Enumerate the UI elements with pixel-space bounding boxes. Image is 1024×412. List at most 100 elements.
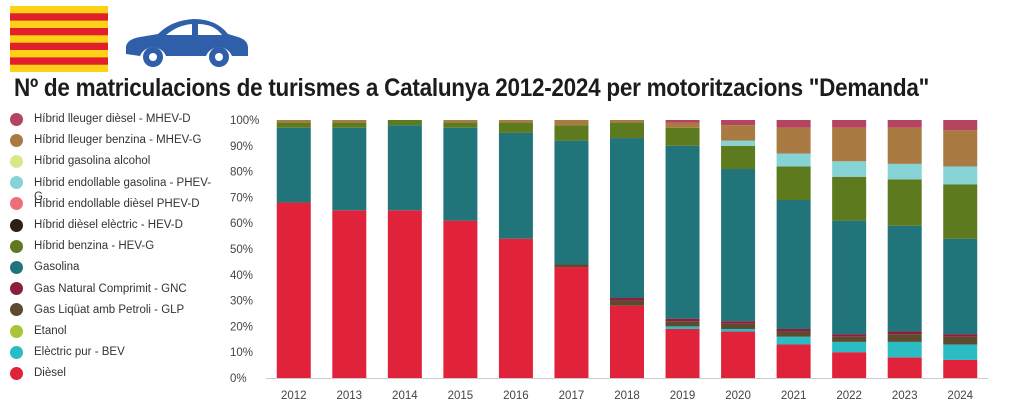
bar-segment [443, 220, 478, 378]
legend-item: Híbrid benzina - HEV-G [10, 239, 222, 253]
legend-swatch [10, 345, 23, 359]
bar-segment [887, 357, 922, 378]
x-tick-label: 2014 [392, 390, 418, 402]
flag-stripe [10, 57, 108, 65]
bar-segment [332, 127, 367, 211]
legend-item: Híbrid lleuger dièsel - MHEV-D [10, 112, 222, 126]
legend-label: Híbrid lleuger benzina - MHEV-G [34, 134, 202, 147]
legend-label: Híbrid endollable dièsel PHEV-D [34, 197, 200, 210]
y-tick-label: 10% [230, 347, 253, 359]
bar-segment [498, 120, 533, 123]
legend-swatch [10, 239, 23, 253]
bar-segment [610, 138, 644, 299]
bar-segment [943, 166, 978, 185]
bar-segment [887, 331, 922, 335]
bar-segment [776, 336, 811, 345]
bar-segment [276, 202, 311, 378]
y-tick-label: 90% [230, 141, 253, 153]
x-tick-label: 2021 [781, 390, 807, 402]
legend-label: Híbrid dièsel elèctric - HEV-D [34, 219, 183, 231]
bar-segment [832, 334, 867, 337]
bar-segment [665, 326, 700, 329]
legend-label: Etanol [34, 325, 67, 337]
bar-segment [554, 264, 589, 268]
bar-segment [721, 145, 756, 170]
legend-label: Híbrid endollable gasolina - PHEV-G [34, 176, 212, 203]
bar-segment [721, 321, 756, 324]
y-tick-label: 70% [230, 192, 253, 204]
bar-segment [776, 153, 811, 167]
bar-segment [887, 341, 922, 358]
flag-stripe [10, 28, 108, 36]
bar-segment [665, 145, 700, 319]
x-tick-label: 2020 [725, 390, 751, 402]
bar-segment [943, 334, 978, 337]
bar-segment [554, 125, 589, 141]
legend-label: Híbrid gasolina alcohol [34, 155, 151, 168]
x-tick-label: 2023 [892, 390, 918, 402]
bar-segment [332, 120, 367, 123]
car-window [166, 24, 192, 35]
legend-item: Híbrid gasolina alcohol [10, 154, 222, 168]
bar-segment [554, 120, 589, 126]
bar-segment [665, 328, 700, 378]
bar-segment [721, 125, 756, 141]
legend-label: Gasolina [34, 261, 80, 274]
bar-segment [498, 122, 533, 133]
legend-swatch [10, 282, 23, 296]
catalan-flag-icon [10, 6, 108, 72]
legend-item: Híbrid endollable gasolina - PHEV-G [10, 175, 222, 204]
bar-segment [665, 122, 700, 128]
bar-segment [887, 225, 922, 332]
legend-label: Gas Liqüat amb Petroli - GLP [34, 303, 185, 316]
bar-segment [721, 140, 756, 146]
legend-item: Gas Liqüat amb Petroli - GLP [10, 303, 222, 317]
bar-segment [943, 336, 978, 345]
chart-title: Nº de matriculacions de turismes a Catal… [14, 74, 929, 102]
legend-swatch [10, 303, 23, 317]
cropped-subtitle-strip [0, 402, 1024, 408]
bar-segment [443, 120, 478, 123]
bar-segment [943, 238, 978, 335]
bar-segment [498, 132, 533, 239]
y-tick-label: 100% [230, 115, 259, 127]
bar-segment [610, 298, 644, 301]
legend-swatch [10, 324, 23, 338]
car-icon [120, 12, 252, 70]
legend-item: Híbrid lleuger benzina - MHEV-G [10, 133, 222, 147]
bar-segment [776, 199, 811, 329]
bar-segment [887, 120, 922, 128]
legend-item: Elèctric pur - BEV [10, 345, 222, 359]
bar-segment [943, 344, 978, 360]
legend-swatch [10, 133, 23, 147]
bar-segment [832, 352, 867, 378]
bar-segment [665, 120, 700, 123]
bar-segment [332, 122, 367, 128]
bar-segment [721, 323, 756, 329]
bar-segment [887, 127, 922, 164]
car-hub [149, 53, 157, 61]
x-tick-label: 2022 [836, 390, 862, 402]
bar-segment [776, 127, 811, 154]
legend-item: Gasolina [10, 260, 222, 274]
bar-segment [721, 169, 756, 322]
legend-item: Híbrid dièsel elèctric - HEV-D [10, 218, 222, 232]
bar-segment [832, 120, 867, 128]
legend-item: Etanol [10, 324, 222, 338]
legend-label: Elèctric pur - BEV [34, 346, 125, 359]
legend-label: Híbrid benzina - HEV-G [34, 240, 155, 253]
bar-segment [554, 267, 589, 378]
bar-segment [832, 127, 867, 162]
bar-segment [832, 220, 867, 335]
bar-segment [665, 318, 700, 322]
bar-segment [943, 130, 978, 167]
legend-swatch [10, 154, 23, 168]
y-tick-label: 20% [230, 321, 253, 333]
legend-swatch [10, 366, 23, 380]
bar-segment [276, 120, 311, 123]
legend-swatch [10, 175, 23, 189]
legend-swatch [10, 197, 23, 211]
bar-segment [610, 120, 644, 123]
bar-segment [776, 344, 811, 378]
y-tick-label: 40% [230, 270, 253, 282]
